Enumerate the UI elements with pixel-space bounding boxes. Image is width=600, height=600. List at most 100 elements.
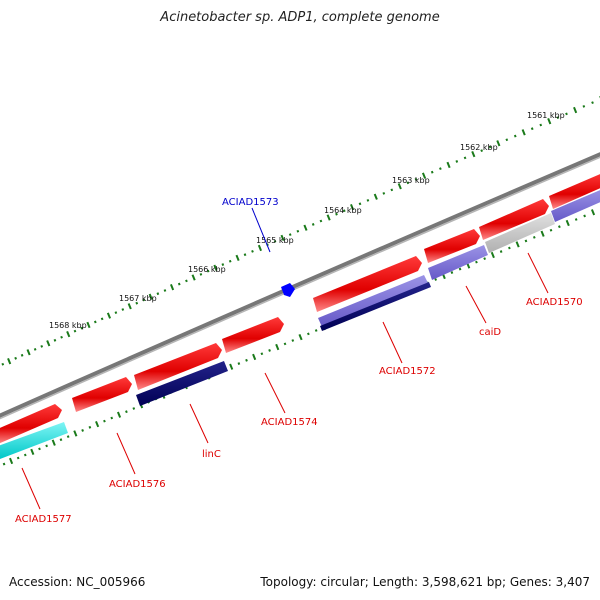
inner-ruler-major-tick bbox=[252, 353, 257, 361]
ruler-major-tick bbox=[547, 118, 552, 125]
gene-arrow-forward-6[interactable] bbox=[549, 172, 600, 209]
genome-summary-text: Topology: circular; Length: 3,598,621 bp… bbox=[260, 575, 590, 589]
ruler-minor-tick bbox=[1, 362, 5, 366]
inner-ruler-minor-tick bbox=[483, 257, 486, 260]
inner-ruler-minor-tick bbox=[524, 239, 528, 243]
gene-arrow-forward-2[interactable] bbox=[134, 343, 222, 390]
ruler-minor-tick bbox=[358, 202, 362, 206]
ruler-major-tick bbox=[191, 274, 196, 281]
ruler-label-1562: 1562 kbp bbox=[460, 143, 498, 152]
ruler-minor-tick bbox=[439, 167, 442, 171]
ruler-major-tick bbox=[148, 293, 153, 300]
inner-ruler-major-tick bbox=[95, 420, 100, 428]
ruler-minor-tick bbox=[121, 308, 125, 311]
gene-marker-ACIAD1573[interactable] bbox=[281, 283, 295, 297]
ruler-major-tick bbox=[7, 358, 12, 365]
inner-ruler-minor-tick bbox=[458, 267, 462, 271]
inner-ruler-minor-tick bbox=[103, 419, 106, 423]
label-caiD[interactable]: caiD bbox=[479, 327, 501, 338]
ruler-major-tick bbox=[521, 129, 526, 136]
ruler-minor-tick bbox=[390, 188, 394, 192]
ruler-minor-tick bbox=[93, 320, 97, 324]
ruler-minor-tick bbox=[430, 170, 434, 174]
ruler-major-tick bbox=[397, 183, 402, 190]
gene-bar-reverse-end[interactable] bbox=[551, 188, 600, 222]
ruler-minor-tick bbox=[335, 212, 338, 216]
gene-arrow-forward-5[interactable] bbox=[479, 199, 549, 240]
ruler-major-tick bbox=[106, 312, 112, 319]
ruler-minor-tick bbox=[243, 253, 247, 257]
ruler-minor-tick bbox=[513, 134, 517, 138]
ruler-minor-tick bbox=[221, 263, 225, 266]
label-ACIAD1574[interactable]: ACIAD1574 bbox=[261, 417, 318, 428]
inner-ruler-major-tick bbox=[51, 439, 56, 446]
inner-ruler-major-tick bbox=[116, 411, 122, 418]
leader-ACIAD1574 bbox=[264, 372, 286, 414]
gene-bar-caiD[interactable] bbox=[428, 245, 488, 280]
ruler-minor-tick bbox=[100, 317, 104, 321]
leader-caiD bbox=[465, 285, 487, 324]
ruler-minor-tick bbox=[60, 335, 63, 339]
ruler-minor-tick bbox=[228, 259, 232, 263]
label-ACIAD1570[interactable]: ACIAD1570 bbox=[526, 297, 583, 308]
ruler-minor-tick bbox=[114, 311, 118, 314]
label-ACIAD1572[interactable]: ACIAD1572 bbox=[379, 366, 436, 377]
ruler-minor-tick bbox=[80, 326, 84, 330]
label-ACIAD1577[interactable]: ACIAD1577 bbox=[15, 514, 72, 525]
ruler-minor-tick bbox=[565, 112, 568, 116]
label-leaders bbox=[21, 207, 549, 510]
leader-ACIAD1570 bbox=[527, 252, 549, 294]
inner-ruler-minor-tick bbox=[66, 435, 70, 439]
inner-ruler-track bbox=[2, 209, 596, 466]
ruler-minor-tick bbox=[14, 356, 17, 360]
inner-ruler-minor-tick bbox=[314, 329, 318, 332]
inner-ruler-major-tick bbox=[229, 363, 234, 370]
inner-ruler-minor-tick bbox=[110, 416, 114, 420]
ruler-major-tick bbox=[373, 193, 378, 200]
label-ACIAD1576[interactable]: ACIAD1576 bbox=[109, 479, 166, 490]
inner-ruler-minor-tick bbox=[434, 278, 438, 281]
inner-ruler-minor-tick bbox=[237, 362, 241, 365]
ruler-minor-tick bbox=[163, 289, 167, 292]
inner-ruler-minor-tick bbox=[268, 349, 271, 352]
inner-ruler-minor-tick bbox=[307, 332, 310, 336]
inner-ruler-minor-tick bbox=[81, 429, 84, 432]
ruler-major-tick bbox=[257, 244, 262, 252]
inner-ruler-minor-tick bbox=[132, 407, 136, 410]
gene-bar-ACIAD1572[interactable] bbox=[320, 282, 431, 331]
ruler-minor-tick bbox=[53, 338, 57, 342]
ruler-minor-tick bbox=[296, 229, 300, 233]
ruler-label-1565: 1565 kbp bbox=[256, 236, 294, 245]
gene-arrow-forward-3[interactable] bbox=[313, 256, 422, 312]
inner-ruler-major-tick bbox=[490, 251, 495, 259]
gene-arrow-ACIAD1576[interactable] bbox=[72, 377, 132, 412]
inner-ruler-minor-tick bbox=[283, 342, 287, 346]
ruler-minor-tick bbox=[311, 223, 315, 226]
ruler-major-tick bbox=[350, 204, 355, 211]
ruler-major-tick bbox=[235, 254, 240, 262]
ruler-major-tick bbox=[26, 349, 31, 356]
ruler-minor-tick bbox=[185, 279, 188, 283]
gene-bar-ACIAD1577[interactable] bbox=[0, 422, 68, 459]
gene-bar-ACIAD1572-violet[interactable] bbox=[318, 275, 428, 327]
ruler-minor-tick bbox=[142, 298, 146, 302]
ruler-track bbox=[1, 95, 600, 366]
ruler-minor-tick bbox=[505, 138, 509, 142]
ruler-label-1567: 1567 kbp bbox=[119, 294, 157, 303]
ruler-minor-tick bbox=[463, 156, 467, 160]
gene-arrow-forward-4[interactable] bbox=[424, 229, 480, 263]
ruler-minor-tick bbox=[273, 239, 277, 243]
label-linC[interactable]: linC bbox=[202, 449, 221, 460]
inner-ruler-minor-tick bbox=[291, 339, 295, 342]
gene-bar-linC[interactable] bbox=[136, 361, 228, 406]
gene-arrow-forward[interactable] bbox=[0, 404, 62, 444]
ruler-minor-tick bbox=[33, 347, 37, 351]
ruler-major-tick bbox=[496, 140, 501, 147]
ruler-minor-tick bbox=[488, 145, 492, 149]
gene-bar-ACIAD1570[interactable] bbox=[485, 213, 555, 253]
ruler-major-tick bbox=[170, 284, 175, 291]
label-ACIAD1573[interactable]: ACIAD1573 bbox=[222, 197, 279, 208]
inner-ruler-major-tick bbox=[73, 430, 78, 437]
gene-arrow-ACIAD1574[interactable] bbox=[222, 317, 284, 353]
